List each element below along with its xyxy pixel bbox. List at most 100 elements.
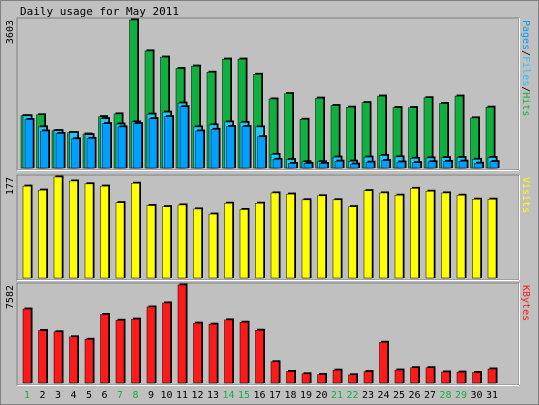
day-label-27: 27 — [424, 390, 436, 401]
bar-visits-day-29 — [456, 195, 466, 279]
bar-kbytes-day-14 — [224, 319, 233, 384]
bar-pages-day-26 — [412, 162, 421, 169]
bar-pages-day-1 — [24, 119, 34, 169]
bar-pages-day-28 — [443, 161, 452, 169]
bar-pages-day-10 — [164, 116, 173, 169]
bar-hits-day-22 — [346, 106, 355, 169]
panel-hits-files-pages-legend-part-4: Hits — [520, 92, 531, 116]
day-label-14: 14 — [222, 390, 234, 401]
bar-visits-day-21 — [332, 199, 342, 279]
bar-pages-day-22 — [350, 163, 359, 169]
bar-kbytes-day-7 — [115, 320, 125, 384]
bar-visits-day-12 — [193, 208, 202, 279]
day-label-3: 3 — [55, 390, 61, 401]
day-label-2: 2 — [39, 390, 45, 401]
bar-kbytes-day-3 — [53, 331, 63, 384]
bar-kbytes-day-8 — [131, 318, 140, 384]
bar-visits-day-27 — [425, 191, 435, 279]
day-label-1: 1 — [24, 390, 30, 401]
bar-pages-day-5 — [86, 138, 96, 169]
panel-hits-files-pages-legend-part-0: Pages — [520, 20, 531, 50]
bar-kbytes-day-29 — [456, 371, 466, 384]
bar-kbytes-day-23 — [363, 371, 373, 384]
day-label-25: 25 — [393, 390, 405, 401]
day-label-6: 6 — [101, 390, 107, 401]
panel-hits-files-pages-max-label: 3603 — [5, 20, 16, 44]
bar-kbytes-day-5 — [84, 339, 94, 384]
day-label-31: 31 — [486, 390, 498, 401]
bar-visits-day-1 — [22, 185, 32, 279]
bar-pages-day-15 — [241, 126, 251, 169]
bar-pages-day-3 — [55, 133, 65, 169]
bar-visits-day-19 — [301, 199, 311, 279]
bar-kbytes-day-21 — [332, 369, 342, 384]
bar-pages-day-23 — [365, 161, 375, 169]
bar-pages-day-9 — [148, 118, 158, 169]
bar-kbytes-day-25 — [394, 369, 404, 384]
bar-visits-day-4 — [69, 180, 78, 279]
panel-hits-files-pages-legend-part-1: / — [520, 50, 531, 56]
day-label-7: 7 — [117, 390, 123, 401]
bar-kbytes-day-15 — [239, 322, 249, 384]
panel-kbytes-legend-part-0: KBytes — [520, 285, 531, 321]
bar-kbytes-day-10 — [162, 302, 171, 384]
bar-visits-day-11 — [177, 204, 187, 279]
bar-visits-day-16 — [255, 202, 264, 279]
day-label-4: 4 — [70, 390, 76, 401]
bar-pages-day-14 — [226, 126, 235, 169]
bar-visits-day-26 — [410, 188, 419, 279]
bar-kbytes-day-27 — [425, 367, 435, 384]
panel-visits-max-label: 177 — [5, 177, 16, 195]
bar-kbytes-day-20 — [317, 374, 326, 384]
bar-visits-day-17 — [270, 192, 280, 279]
day-label-11: 11 — [176, 390, 188, 401]
bar-pages-day-13 — [210, 129, 220, 169]
bar-pages-day-12 — [195, 130, 204, 169]
bar-kbytes-day-6 — [100, 314, 109, 384]
bar-hits-day-20 — [315, 97, 324, 169]
bar-kbytes-day-28 — [441, 371, 450, 384]
bar-pages-day-30 — [474, 163, 483, 169]
bar-pages-day-24 — [381, 160, 390, 169]
bar-pages-day-27 — [427, 161, 437, 169]
bar-kbytes-day-9 — [146, 306, 156, 384]
bar-kbytes-day-17 — [270, 361, 280, 384]
day-label-22: 22 — [346, 390, 358, 401]
day-label-8: 8 — [132, 390, 138, 401]
panel-kbytes-legend: KBytes — [520, 285, 531, 321]
bar-visits-day-15 — [239, 209, 249, 279]
day-label-18: 18 — [284, 390, 296, 401]
bar-hits-day-18 — [284, 93, 293, 169]
day-label-17: 17 — [269, 390, 281, 401]
day-label-24: 24 — [377, 390, 389, 401]
bar-kbytes-day-4 — [69, 336, 78, 384]
day-label-13: 13 — [207, 390, 219, 401]
day-label-21: 21 — [331, 390, 343, 401]
bar-pages-day-11 — [179, 106, 189, 169]
bar-visits-day-14 — [224, 202, 233, 279]
bar-kbytes-day-24 — [379, 342, 388, 384]
bar-kbytes-day-18 — [286, 371, 295, 384]
panel-visits-legend-part-0: Visits — [520, 177, 531, 213]
bar-kbytes-day-16 — [255, 330, 264, 384]
bar-visits-day-28 — [441, 192, 450, 279]
bar-kbytes-day-30 — [472, 372, 481, 384]
bar-visits-day-31 — [487, 199, 497, 279]
bar-kbytes-day-22 — [348, 374, 357, 384]
bar-visits-day-3 — [53, 176, 63, 279]
day-label-5: 5 — [86, 390, 92, 401]
day-label-9: 9 — [148, 390, 154, 401]
day-label-26: 26 — [408, 390, 420, 401]
bar-visits-day-23 — [363, 190, 373, 279]
panel-hits-files-pages-legend-part-2: Files — [520, 56, 531, 86]
bar-visits-day-2 — [38, 189, 47, 279]
bar-kbytes-day-31 — [487, 368, 497, 384]
bar-kbytes-day-2 — [38, 330, 47, 384]
bar-pages-day-17 — [272, 159, 282, 169]
bar-visits-day-8 — [131, 183, 140, 279]
bar-pages-day-6 — [102, 123, 111, 169]
bar-visits-day-24 — [379, 192, 388, 279]
bar-pages-day-19 — [303, 163, 313, 169]
